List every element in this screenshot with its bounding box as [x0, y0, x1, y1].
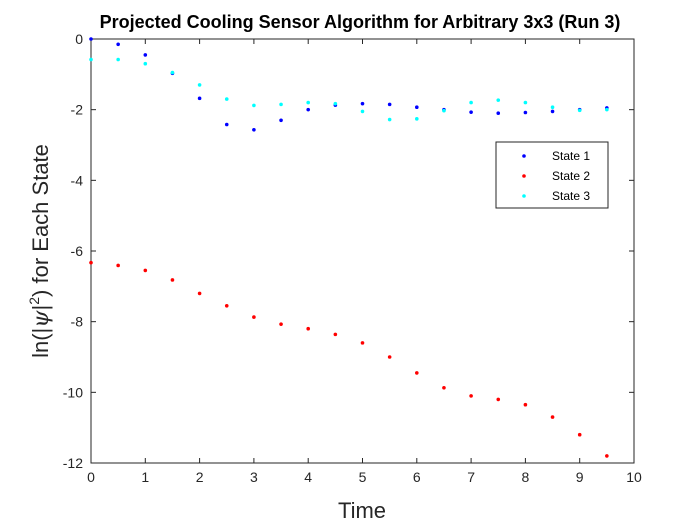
- y-tick-label: 0: [75, 31, 83, 47]
- data-point: [306, 107, 311, 112]
- legend-label-state-3: State 3: [552, 189, 590, 203]
- x-tick-label: 10: [626, 469, 642, 485]
- data-point: [442, 108, 446, 113]
- x-tick-label: 1: [141, 469, 149, 485]
- data-point: [360, 101, 365, 106]
- data-point: [442, 385, 446, 390]
- legend-marker-state-2: [522, 174, 526, 178]
- data-point: [333, 101, 338, 106]
- data-point: [197, 291, 202, 296]
- data-point: [523, 402, 528, 407]
- data-point: [550, 105, 555, 109]
- data-point: [387, 102, 392, 107]
- data-point: [89, 260, 93, 265]
- x-tick-label: 6: [413, 469, 421, 485]
- data-point: [89, 57, 93, 62]
- data-point: [550, 415, 555, 419]
- x-tick-label: 0: [87, 469, 95, 485]
- data-point: [496, 397, 501, 402]
- x-axis-label: Time: [338, 498, 386, 523]
- data-point: [333, 332, 338, 337]
- data-point: [143, 53, 148, 57]
- x-tick-label: 7: [467, 469, 475, 485]
- data-point: [279, 322, 283, 326]
- data-point: [469, 394, 473, 398]
- x-tick-label: 8: [522, 469, 530, 485]
- data-point: [550, 109, 555, 114]
- data-point: [360, 109, 365, 114]
- data-point: [197, 83, 202, 87]
- data-point: [469, 100, 473, 105]
- x-axis: 0 1 2 3 4 5 6 7 8 9 10: [87, 39, 642, 485]
- data-point: [496, 111, 501, 115]
- data-point: [279, 102, 283, 107]
- data-point: [252, 315, 256, 319]
- data-points: [89, 37, 609, 458]
- x-tick-label: 9: [576, 469, 584, 485]
- y-tick-label: -8: [71, 314, 84, 330]
- data-point: [197, 96, 202, 101]
- data-point: [306, 326, 311, 331]
- x-tick-label: 2: [196, 469, 204, 485]
- series-state-3: [89, 57, 609, 122]
- legend-marker-state-1: [522, 154, 526, 158]
- data-point: [89, 37, 93, 41]
- data-point: [306, 100, 311, 105]
- data-point: [170, 70, 175, 75]
- chart-title: Projected Cooling Sensor Algorithm for A…: [100, 12, 621, 32]
- data-point: [279, 118, 283, 123]
- legend: State 1 State 2 State 3: [495, 141, 609, 209]
- data-point: [387, 355, 392, 359]
- data-point: [577, 432, 582, 437]
- data-point: [469, 110, 473, 114]
- y-tick-label: -12: [63, 455, 83, 471]
- data-point: [360, 341, 365, 345]
- x-tick-label: 3: [250, 469, 258, 485]
- data-point: [116, 263, 120, 268]
- legend-marker-state-3: [522, 194, 526, 198]
- data-point: [496, 98, 501, 102]
- x-tick-label: 5: [359, 469, 367, 485]
- legend-label-state-2: State 2: [552, 169, 590, 183]
- data-point: [605, 454, 609, 458]
- data-point: [387, 117, 392, 122]
- y-tick-label: -6: [71, 243, 84, 259]
- data-point: [143, 61, 148, 66]
- data-point: [170, 278, 175, 282]
- y-tick-label: -10: [63, 384, 83, 400]
- y-tick-label: -2: [71, 102, 84, 118]
- data-point: [415, 105, 419, 109]
- data-point: [252, 128, 256, 132]
- data-point: [116, 57, 120, 62]
- data-point: [415, 117, 419, 121]
- data-point: [523, 100, 528, 105]
- data-point: [116, 42, 120, 47]
- x-tick-label: 4: [304, 469, 312, 485]
- y-axis-label: ln(|ψ|2) for Each State: [26, 144, 54, 358]
- data-point: [224, 303, 229, 308]
- data-point: [523, 110, 528, 115]
- data-point: [143, 268, 148, 273]
- data-point: [224, 97, 229, 101]
- y-tick-label: -4: [71, 172, 84, 188]
- data-point: [415, 371, 419, 375]
- legend-label-state-1: State 1: [552, 149, 590, 163]
- series-state-2: [89, 260, 609, 458]
- data-point: [252, 103, 256, 108]
- data-point: [577, 108, 582, 113]
- data-point: [605, 107, 609, 112]
- legend-box: [495, 141, 609, 209]
- data-point: [224, 122, 229, 127]
- y-axis: 0 -2 -4 -6 -8 -10 -12: [63, 31, 634, 471]
